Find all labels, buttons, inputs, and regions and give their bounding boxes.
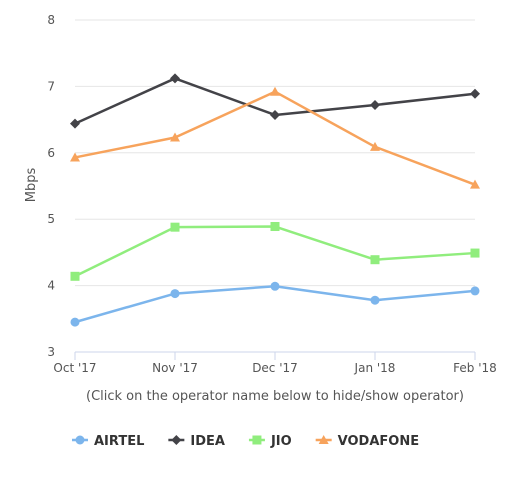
x-tick-label: Dec '17	[252, 361, 298, 375]
legend-marker-jio	[252, 435, 262, 445]
series-airtel	[70, 281, 480, 327]
y-tick-label: 3	[47, 345, 55, 359]
legend-label-idea[interactable]: IDEA	[190, 434, 225, 449]
x-tick-label: Oct '17	[53, 361, 96, 375]
data-point-idea	[170, 73, 180, 84]
data-point-jio	[270, 222, 280, 232]
legend-marker-vodafone	[318, 435, 329, 444]
grid-lines	[75, 19, 475, 353]
series-jio	[70, 222, 480, 281]
y-tick-label: 7	[47, 79, 55, 93]
x-tick-label: Nov '17	[152, 361, 198, 375]
legend-item-jio[interactable]: JIO	[248, 434, 292, 449]
y-tick-label: 8	[47, 13, 55, 27]
series-line-vodafone	[73, 90, 477, 186]
data-point-idea	[370, 99, 380, 110]
legend-marker-airtel	[75, 435, 85, 445]
data-point-idea	[70, 118, 80, 129]
legend-marker-idea	[171, 435, 182, 445]
series-idea	[70, 73, 480, 129]
data-point-airtel	[70, 317, 80, 327]
x-tick-label: Feb '18	[453, 361, 497, 375]
data-point-idea	[270, 109, 280, 120]
series-vodafone	[70, 86, 480, 189]
series-line-airtel	[73, 285, 477, 324]
data-point-vodafone	[70, 152, 80, 162]
legend-item-airtel[interactable]: AIRTEL	[72, 434, 144, 449]
y-tick-label: 6	[47, 146, 55, 160]
legend-label-vodafone[interactable]: VODAFONE	[338, 434, 419, 449]
data-point-jio	[70, 271, 80, 281]
legend-label-jio[interactable]: JIO	[270, 434, 292, 449]
data-point-jio	[170, 222, 180, 232]
y-tick-label: 5	[47, 212, 55, 226]
data-point-airtel	[470, 286, 480, 296]
legend-label-airtel[interactable]: AIRTEL	[94, 434, 144, 449]
data-point-vodafone	[270, 86, 280, 96]
data-point-idea	[470, 88, 480, 99]
data-point-vodafone	[170, 132, 180, 142]
y-tick-label: 4	[47, 279, 55, 293]
data-point-airtel	[170, 289, 180, 299]
data-point-jio	[370, 255, 380, 265]
legend-item-vodafone[interactable]: VODAFONE	[315, 434, 419, 449]
data-point-vodafone	[370, 141, 380, 151]
legend: AIRTEL IDEA JIO VODAFONE	[72, 434, 419, 449]
data-point-airtel	[270, 281, 280, 291]
data-point-airtel	[370, 295, 380, 305]
x-tick-label: Jan '18	[354, 361, 396, 375]
hide-show-note: (Click on the operator name below to hid…	[86, 389, 464, 404]
axes: 3 4 5 6 7 8 Oct '17 Nov '17 Dec '17 Jan '18 Feb '1…	[47, 13, 496, 375]
data-point-jio	[470, 248, 480, 258]
series-line-jio	[73, 225, 477, 278]
legend-item-idea[interactable]: IDEA	[168, 434, 225, 449]
y-axis-title: Mbps	[24, 168, 39, 203]
series-layer	[70, 73, 480, 327]
data-point-vodafone	[470, 179, 480, 189]
